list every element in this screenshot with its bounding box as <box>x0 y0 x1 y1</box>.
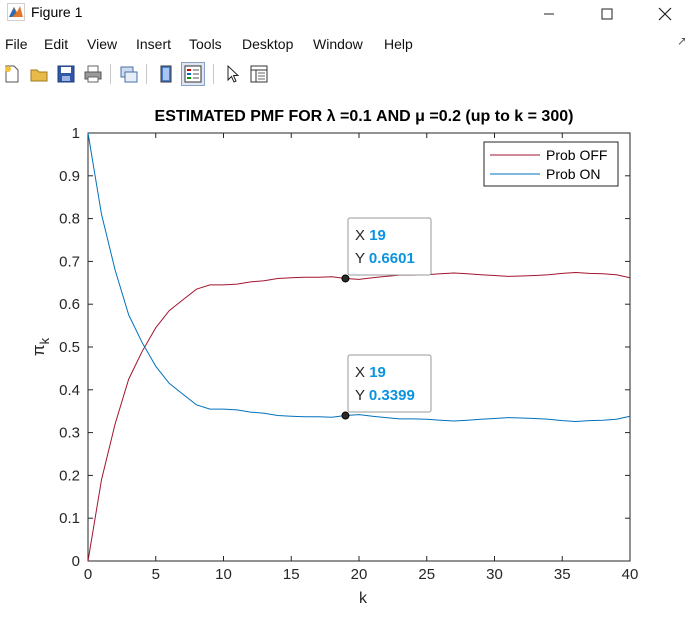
menu-desktop[interactable]: Desktop <box>242 36 294 52</box>
plot-svg: 0 5 10 15 20 25 30 35 40 0 0.1 0.2 0.3 0.4 0.5 0.6 0.7 0.… <box>29 108 639 607</box>
y-axis-label: πk <box>29 337 52 356</box>
series-line-prob-off <box>87 271 631 562</box>
maximize-button[interactable] <box>584 0 630 27</box>
legend-entry: Prob ON <box>546 166 600 182</box>
toolbar <box>0 60 685 90</box>
link-plot-icon <box>120 66 138 83</box>
property-inspector-button[interactable] <box>247 62 271 86</box>
link-plot-button[interactable] <box>117 62 141 86</box>
x-tick-label: 5 <box>152 566 160 583</box>
datatip-y-label: Y 0.3399 <box>355 387 415 404</box>
colorbar-icon <box>160 65 172 83</box>
y-tick-label: 0.1 <box>59 510 80 527</box>
title-bar: Figure 1 <box>0 0 685 27</box>
insert-colorbar-button[interactable] <box>154 62 178 86</box>
datatip-y-label: Y 0.6601 <box>355 250 415 267</box>
menu-file[interactable]: File <box>5 36 28 52</box>
print-button[interactable] <box>81 62 105 86</box>
legend-icon <box>184 65 202 83</box>
edit-plot-button[interactable] <box>221 62 245 86</box>
new-figure-icon <box>5 65 19 83</box>
y-tick-label: 0.3 <box>59 425 80 442</box>
x-tick-label: 15 <box>283 566 300 583</box>
menu-dock-arrow-icon[interactable]: ↗ <box>677 34 685 48</box>
insert-legend-button[interactable] <box>181 62 205 86</box>
menu-bar: File Edit View Insert Tools Desktop Wind… <box>0 34 685 56</box>
window-title: Figure 1 <box>31 4 83 20</box>
toolbar-separator <box>110 64 111 84</box>
x-tick-label: 0 <box>84 566 92 583</box>
datatip-marker[interactable] <box>341 411 350 420</box>
pointer-icon <box>227 64 240 83</box>
datatip-marker[interactable] <box>341 274 350 283</box>
minimize-button[interactable] <box>526 0 572 27</box>
datatip-x-label: X 19 <box>355 364 386 381</box>
y-tick-label: 0.9 <box>59 168 80 185</box>
x-tick-label: 20 <box>351 566 368 583</box>
menu-view[interactable]: View <box>87 36 118 52</box>
menu-edit[interactable]: Edit <box>44 36 69 52</box>
legend-box[interactable] <box>483 141 619 187</box>
toolbar-separator <box>146 64 147 84</box>
save-button[interactable] <box>54 62 78 86</box>
y-tick-label: 0.8 <box>59 211 80 228</box>
y-tick-label: 0 <box>72 553 80 570</box>
axes-box <box>87 132 631 562</box>
print-icon <box>84 65 102 83</box>
datatip-box[interactable] <box>347 217 432 276</box>
chart-title: ESTIMATED PMF FOR λ =0.1 AND μ =0.2 (up … <box>155 108 574 125</box>
x-tick-label: 30 <box>486 566 503 583</box>
menu-help[interactable]: Help <box>384 36 413 52</box>
x-tick-label: 10 <box>215 566 232 583</box>
series-line-prob-on <box>87 132 631 423</box>
y-tick-label: 0.5 <box>59 339 80 356</box>
open-file-icon <box>30 69 48 82</box>
property-inspector-icon <box>250 65 268 83</box>
y-tick-label: 0.2 <box>59 467 80 484</box>
close-icon <box>658 7 672 20</box>
y-tick-label: 0.4 <box>59 382 80 399</box>
matlab-logo-icon <box>7 3 25 21</box>
x-axis-label: k <box>359 590 368 607</box>
datatip-x-label: X 19 <box>355 227 386 244</box>
figure-canvas: 0 5 10 15 20 25 30 35 40 0 0.1 0.2 0.3 0.4 0.5 0.6 0.7 0.… <box>0 96 685 617</box>
menu-tools[interactable]: Tools <box>189 36 222 52</box>
toolbar-separator <box>213 64 214 84</box>
y-tick-label: 1 <box>72 125 80 142</box>
legend-entry: Prob OFF <box>546 147 607 163</box>
minimize-icon <box>544 13 554 14</box>
open-file-button[interactable] <box>27 62 51 86</box>
close-button[interactable] <box>642 0 685 27</box>
menu-window[interactable]: Window <box>313 36 363 52</box>
x-tick-label: 40 <box>622 566 639 583</box>
maximize-icon <box>601 8 613 19</box>
menu-insert[interactable]: Insert <box>136 36 172 52</box>
y-tick-label: 0.7 <box>59 253 80 270</box>
x-tick-label: 25 <box>418 566 435 583</box>
x-tick-label: 35 <box>554 566 571 583</box>
save-icon <box>57 65 75 83</box>
new-figure-button[interactable] <box>0 62 24 86</box>
y-tick-label: 0.6 <box>59 296 80 313</box>
datatip-box[interactable] <box>347 354 432 413</box>
